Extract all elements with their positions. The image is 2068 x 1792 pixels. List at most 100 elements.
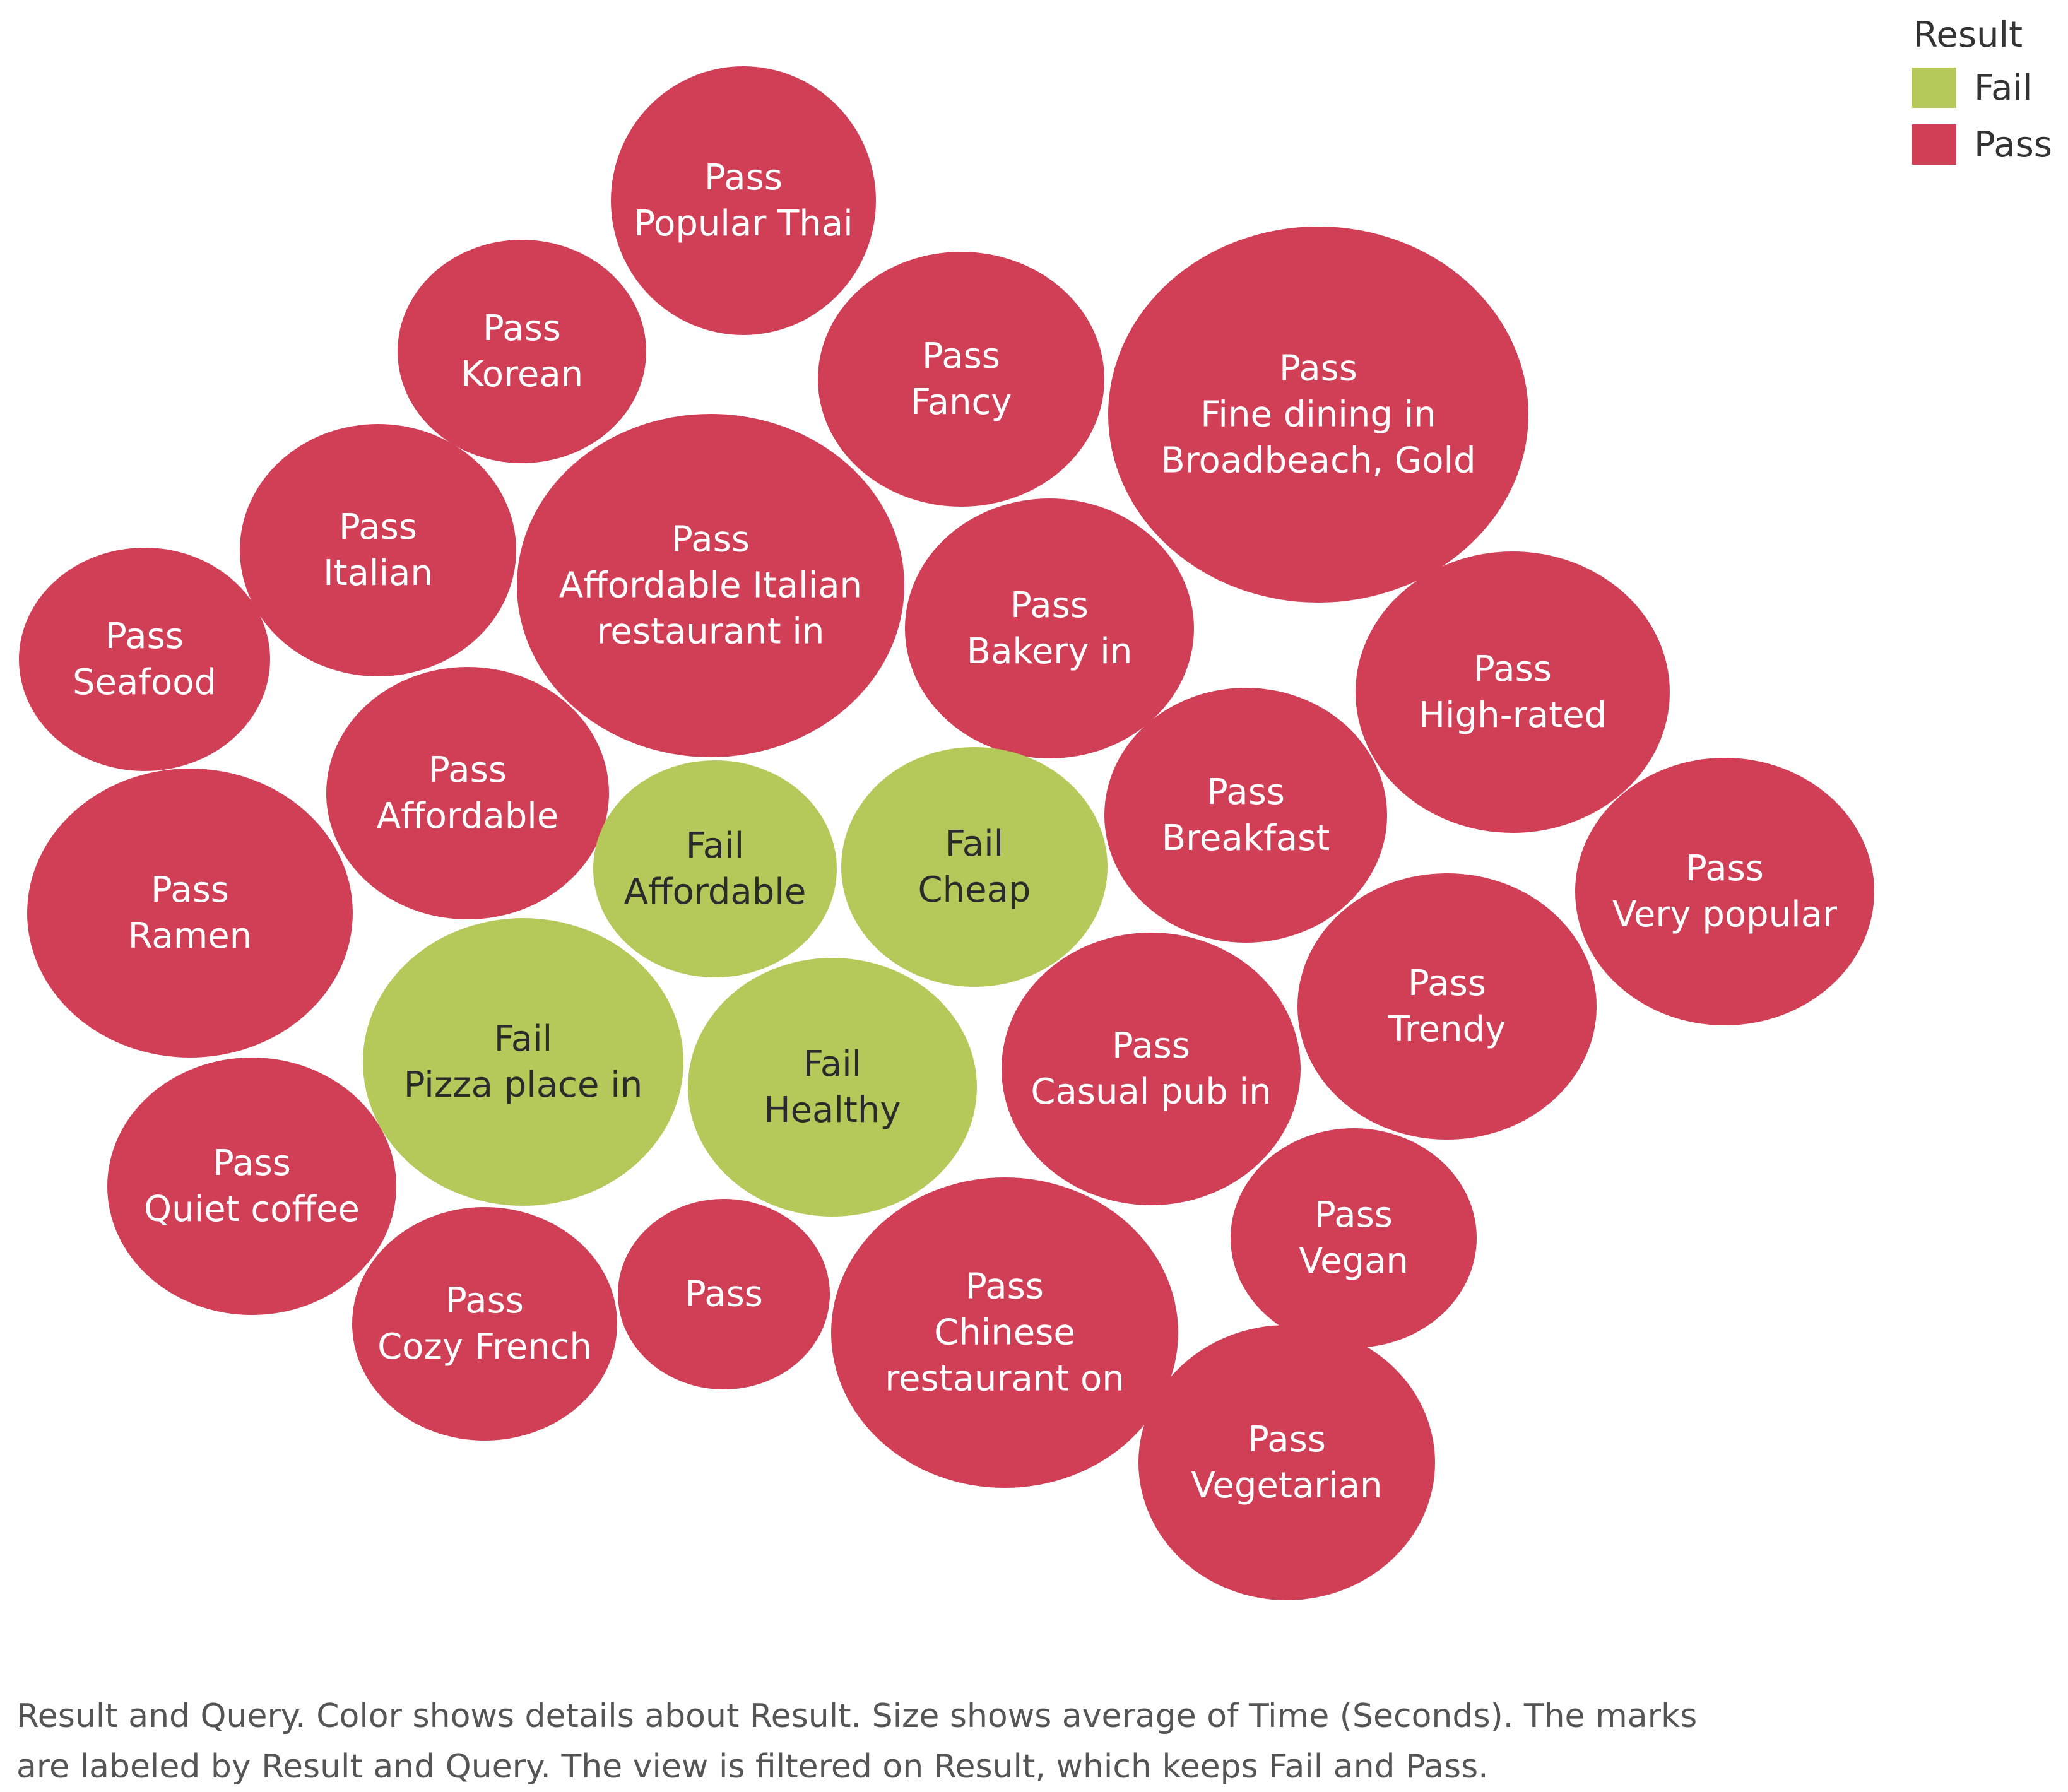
bubble-pass-seafood[interactable]: Pass Seafood — [19, 548, 270, 771]
bubble-pass-very-popular[interactable]: Pass Very popular — [1575, 758, 1874, 1025]
caption-line-2: are labeled by Result and Query. The vie… — [16, 1748, 1489, 1786]
bubble-mark[interactable] — [1138, 1325, 1435, 1600]
bubble-pass-bakery-in[interactable]: Pass Bakery in — [905, 498, 1194, 758]
bubble-pass-high-rated[interactable]: Pass High-rated — [1356, 551, 1670, 833]
bubble-query-label: Vegetarian — [1191, 1465, 1382, 1506]
bubble-mark[interactable] — [1231, 1128, 1477, 1348]
bubble-pass-ramen[interactable]: Pass Ramen — [27, 769, 353, 1058]
bubble-query-label: Fine dining in — [1200, 394, 1436, 435]
bubble-mark[interactable] — [19, 548, 270, 771]
bubble-mark[interactable] — [611, 66, 876, 335]
bubble-result-label: Fail — [686, 825, 745, 866]
bubble-mark[interactable] — [1297, 873, 1597, 1140]
legend: Result Fail Pass — [1912, 11, 2064, 173]
bubble-fail-healthy[interactable]: Fail Healthy — [688, 958, 977, 1217]
bubble-result-label: Fail — [945, 823, 1004, 864]
bubble-mark[interactable] — [905, 498, 1194, 758]
bubble-mark[interactable] — [688, 958, 977, 1217]
bubble-mark[interactable] — [363, 918, 683, 1206]
bubble-query-label: restaurant in — [597, 611, 825, 652]
bubble-pass-cozy-french[interactable]: Pass Cozy French — [352, 1207, 617, 1441]
bubble-mark[interactable] — [1104, 688, 1387, 943]
bubble-result-label: Pass — [685, 1274, 763, 1315]
bubble-query-label: Breakfast — [1162, 818, 1330, 859]
bubble-query-label: High-rated — [1419, 695, 1607, 736]
bubble-query-label: Pizza place in — [404, 1064, 643, 1105]
legend-swatch-pass — [1912, 124, 1956, 165]
bubble-query-label: Ramen — [128, 916, 252, 957]
bubble-query-label: Broadbeach, Gold — [1161, 440, 1475, 481]
bubble-mark[interactable] — [27, 769, 353, 1058]
legend-label-fail: Fail — [1974, 67, 2033, 109]
legend-swatch-fail — [1912, 68, 1956, 108]
bubble-result-label: Pass — [671, 519, 750, 560]
bubble-pass-chinese-restaurant-on[interactable]: Pass Chinese restaurant on — [831, 1177, 1178, 1488]
bubble-mark[interactable] — [1575, 758, 1874, 1025]
bubble-mark[interactable] — [1356, 551, 1670, 833]
bubble-mark[interactable] — [841, 747, 1108, 987]
bubble-result-label: Pass — [922, 336, 1000, 377]
bubble-query-label: Cozy French — [377, 1326, 592, 1367]
bubble-query-label: Popular Thai — [634, 203, 853, 244]
bubble-mark[interactable] — [517, 414, 904, 757]
bubble-query-label: Cheap — [918, 869, 1031, 911]
legend-label-pass: Pass — [1974, 124, 2052, 165]
legend-item-fail[interactable]: Fail — [1912, 59, 2064, 116]
bubble-mark[interactable] — [1002, 933, 1301, 1205]
bubble-query-label: Affordable Italian — [559, 565, 862, 606]
bubble-mark[interactable] — [107, 1058, 396, 1315]
legend-item-pass[interactable]: Pass — [1912, 116, 2064, 173]
bubble-result-label: Pass — [151, 869, 229, 911]
bubble-pass-breakfast[interactable]: Pass Breakfast — [1104, 688, 1387, 943]
bubble-mark[interactable] — [818, 252, 1104, 507]
legend-title: Result — [1913, 15, 2023, 56]
bubble-query-label: Korean — [461, 354, 583, 395]
bubble-result-label: Pass — [1279, 348, 1357, 389]
bubble-pass-quiet-coffee[interactable]: Pass Quiet coffee — [107, 1058, 396, 1315]
bubble-query-label: Italian — [323, 553, 433, 594]
bubble-result-label: Fail — [494, 1018, 553, 1059]
bubble-fail-affordable[interactable]: Fail Affordable — [593, 760, 837, 977]
bubble-result-label: Pass — [1248, 1419, 1326, 1460]
bubble-pass-casual-pub-in[interactable]: Pass Casual pub in — [1002, 933, 1301, 1205]
bubble-query-label: Very popular — [1612, 894, 1838, 935]
bubble-pass-vegan[interactable]: Pass Vegan — [1231, 1128, 1477, 1348]
caption-line-1: Result and Query. Color shows details ab… — [16, 1697, 1698, 1735]
bubble-mark[interactable] — [240, 424, 516, 676]
bubble-pass-fancy[interactable]: Pass Fancy — [818, 252, 1104, 507]
bubble-result-label: Pass — [1112, 1025, 1190, 1066]
bubble-query-label: Trendy — [1388, 1009, 1506, 1050]
bubble-result-label: Pass — [966, 1266, 1044, 1307]
bubble-fail-cheap[interactable]: Fail Cheap — [841, 747, 1108, 987]
bubble-result-label: Pass — [1010, 585, 1089, 626]
bubble-pass-vegetarian[interactable]: Pass Vegetarian — [1138, 1325, 1435, 1600]
bubble-pass-trendy[interactable]: Pass Trendy — [1297, 873, 1597, 1140]
bubble-mark[interactable] — [1108, 227, 1528, 603]
bubble-result-label: Pass — [1474, 649, 1552, 690]
bubble-mark[interactable] — [326, 667, 609, 919]
bubble-mark[interactable] — [352, 1207, 617, 1441]
bubble-query-label: Affordable — [377, 796, 559, 837]
bubble-pass-blank[interactable]: Pass — [618, 1199, 830, 1389]
bubble-mark[interactable] — [831, 1177, 1178, 1488]
chart-caption: Result and Query. Color shows details ab… — [16, 1691, 2036, 1792]
bubble-pass-fine-dining-in-broadbeach-gold[interactable]: Pass Fine dining in Broadbeach, Gold — [1108, 227, 1528, 603]
bubble-result-label: Pass — [1408, 963, 1486, 1004]
bubble-mark[interactable] — [618, 1199, 830, 1389]
bubble-result-label: Fail — [803, 1044, 862, 1085]
bubble-mark[interactable] — [593, 760, 837, 977]
bubble-query-label: Healthy — [764, 1090, 901, 1131]
bubble-result-label: Pass — [446, 1280, 524, 1321]
bubble-result-label: Pass — [213, 1143, 291, 1184]
bubble-pass-korean[interactable]: Pass Korean — [398, 240, 646, 463]
bubble-pass-popular-thai[interactable]: Pass Popular Thai — [611, 66, 876, 335]
bubble-query-label: Affordable — [624, 871, 807, 912]
bubble-result-label: Pass — [704, 157, 783, 198]
bubble-fail-pizza-place-in[interactable]: Fail Pizza place in — [363, 918, 683, 1206]
bubble-pass-affordable[interactable]: Pass Affordable — [326, 667, 609, 919]
bubble-result-label: Pass — [339, 507, 417, 548]
bubble-pass-italian[interactable]: Pass Italian — [240, 424, 516, 676]
bubble-mark[interactable] — [398, 240, 646, 463]
bubble-pass-affordable-italian-restaurant-in[interactable]: Pass Affordable Italian restaurant in — [517, 414, 904, 757]
